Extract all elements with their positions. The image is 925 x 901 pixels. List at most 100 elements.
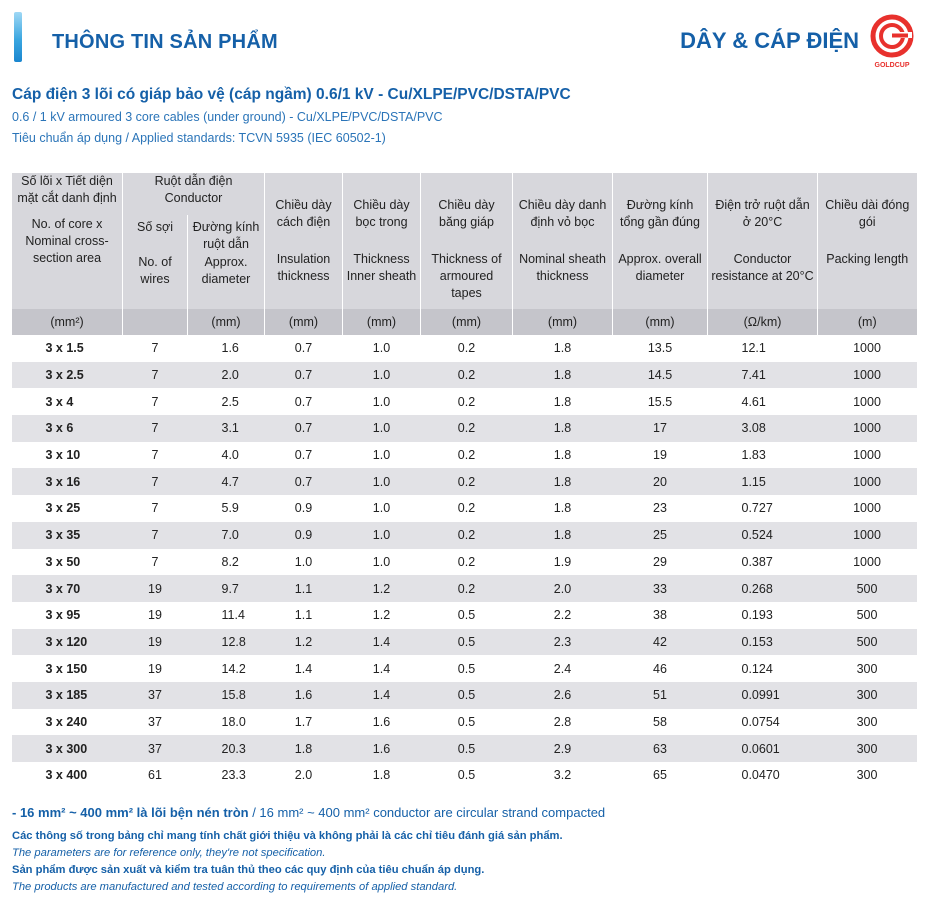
table-cell: 1.0 — [372, 341, 391, 356]
table-cell: 0.0601 — [707, 735, 818, 762]
table-row: 3 x 4 7 2.5 0.7 1.0 0.2 1.8 15.5 4.61 1000 — [12, 388, 917, 415]
table-cell: 61 — [148, 768, 162, 783]
spec-table: Số lõi x Tiết diện mặt cắt danh định No.… — [11, 173, 917, 789]
table-cell: 46 — [653, 661, 667, 676]
table-cell: 2.0 — [187, 361, 265, 389]
table-cell: 1.8 — [553, 394, 572, 409]
table-cell: 23.3 — [221, 768, 246, 783]
table-cell: 1.7 — [294, 714, 313, 729]
table-cell: 1.6 — [264, 681, 343, 709]
table-row: 3 x 16 7 4.7 0.7 1.0 0.2 1.8 20 1.15 1000 — [11, 468, 917, 496]
unit-cell: (mm) — [512, 309, 613, 335]
header-armour: Chiều dày băng giáp Thickness of armoure… — [420, 173, 513, 309]
disclaimer-en: The parameters are for reference only, t… — [12, 847, 326, 859]
table-cell: 3 x 4 — [45, 394, 74, 409]
table-cell: 8.2 — [221, 554, 239, 569]
table-cell: 0.7 — [294, 394, 313, 409]
table-cell: 1.4 — [372, 661, 391, 676]
table-cell: 5.9 — [221, 501, 239, 516]
applied-standard: Tiêu chuẩn áp dụng / Applied standards: … — [12, 131, 386, 145]
table-cell: 1000 — [817, 468, 917, 496]
table-cell: 3 x 6 — [11, 415, 123, 442]
table-cell: 0.9 — [294, 501, 313, 516]
table-cell: 3 x 70 — [11, 575, 123, 602]
table-cell: 42 — [612, 628, 708, 656]
table-row: 3 x 70 19 9.7 1.1 1.2 0.2 2.0 33 0.268 500 — [11, 575, 917, 602]
table-cell: 7 — [151, 394, 159, 409]
table-cell: 0.524 — [707, 521, 818, 549]
table-cell: 0.153 — [707, 628, 818, 656]
table-cell: 0.5 — [420, 735, 513, 762]
logo-text: GOLDCUP — [875, 62, 910, 69]
disclaimer-vn: Các thông số trong bảng chỉ mang tính ch… — [12, 830, 563, 842]
unit-cell: (mm) — [264, 309, 343, 335]
table-cell: 1.4 — [342, 628, 421, 656]
table-row: 3 x 185 37 15.8 1.6 1.4 0.5 2.6 51 0.0991 300 — [11, 681, 917, 709]
table-cell: 9.7 — [187, 575, 265, 602]
table-cell: 2.5 — [221, 394, 239, 409]
table-cell: 17 — [612, 415, 708, 442]
table-cell: 3 x 185 — [11, 681, 123, 709]
table-row: 3 x 35 7 7.0 0.9 1.0 0.2 1.8 25 0.524 1000 — [11, 521, 917, 549]
unit-cell: (mm) — [612, 309, 708, 335]
table-cell: 13.5 — [647, 341, 673, 356]
table-cell: 0.2 — [457, 341, 476, 356]
table-cell: 3.1 — [187, 415, 265, 442]
table-cell: 58 — [653, 714, 667, 729]
table-cell: 1.1 — [264, 575, 343, 602]
table-cell: 2.4 — [553, 661, 572, 676]
table-cell: 7.41 — [707, 361, 818, 389]
goldcup-logo-icon: GOLDCUP — [870, 14, 914, 69]
unit-cell: (mm²) — [11, 309, 123, 335]
table-cell: 300 — [817, 735, 917, 762]
table-cell: 1.8 — [512, 468, 613, 496]
table-row: 3 x 150 19 14.2 1.4 1.4 0.5 2.4 46 0.124 300 — [12, 655, 917, 682]
product-subtitle: 0.6 / 1 kV armoured 3 core cables (under… — [12, 110, 443, 124]
table-cell: 0.7 — [264, 468, 343, 496]
table-cell: 0.387 — [741, 554, 773, 569]
table-row: 3 x 240 37 18.0 1.7 1.6 0.5 2.8 58 0.0754 300 — [12, 709, 917, 736]
table-cell: 300 — [856, 714, 878, 729]
table-cell: 0.9 — [264, 521, 343, 549]
header-sheath: Chiều dày danh định vỏ bọc Nominal sheat… — [512, 173, 613, 309]
table-cell: 1.15 — [707, 468, 818, 496]
table-cell: 7 — [122, 468, 188, 496]
table-cell: 1.0 — [372, 448, 391, 463]
table-cell: 51 — [612, 681, 708, 709]
table-cell: 1.8 — [553, 501, 572, 516]
table-cell: 0.2 — [420, 415, 513, 442]
table-row: 3 x 2.5 7 2.0 0.7 1.0 0.2 1.8 14.5 7.41 1000 — [11, 361, 917, 389]
table-cell: 1000 — [817, 415, 917, 442]
table-cell: 0.7 — [264, 415, 343, 442]
table-cell: 500 — [817, 628, 917, 656]
table-cell: 3 x 95 — [45, 608, 81, 623]
table-row: 3 x 400 61 23.3 2.0 1.8 0.5 3.2 65 0.0470 300 — [12, 762, 917, 789]
table-cell: 2.3 — [512, 628, 613, 656]
compaction-note: - 16 mm² ~ 400 mm² là lõi bện nén tròn /… — [12, 805, 606, 820]
table-cell: 3.08 — [707, 415, 818, 442]
table-cell: 2.0 — [294, 768, 313, 783]
table-cell: 1.0 — [294, 554, 313, 569]
table-cell: 37 — [148, 714, 162, 729]
unit-cell: (Ω/km) — [707, 309, 818, 335]
table-cell: 7 — [122, 415, 188, 442]
table-cell: 2.9 — [512, 735, 613, 762]
table-cell: 1.0 — [372, 394, 391, 409]
table-cell: 1000 — [817, 361, 917, 389]
table-cell: 7.0 — [187, 521, 265, 549]
table-cell: 11.4 — [221, 608, 245, 623]
table-cell: 33 — [612, 575, 708, 602]
table-cell: 7 — [122, 361, 188, 389]
table-row: 3 x 120 19 12.8 1.2 1.4 0.5 2.3 42 0.153 500 — [11, 628, 917, 656]
table-cell: 0.2 — [457, 448, 476, 463]
table-cell: 300 — [856, 661, 878, 676]
table-cell: 14.5 — [612, 361, 708, 389]
unit-cell: (mm) — [420, 309, 513, 335]
unit-cell: (m) — [817, 309, 917, 335]
table-cell: 19 — [122, 628, 188, 656]
table-cell: 1.2 — [264, 628, 343, 656]
table-row: 3 x 10 7 4.0 0.7 1.0 0.2 1.8 19 1.83 1000 — [12, 442, 917, 469]
table-cell: 0.0754 — [741, 714, 780, 729]
table-cell: 12.1 — [741, 341, 766, 356]
header-wires: Số sợi No. of wires — [122, 215, 188, 309]
